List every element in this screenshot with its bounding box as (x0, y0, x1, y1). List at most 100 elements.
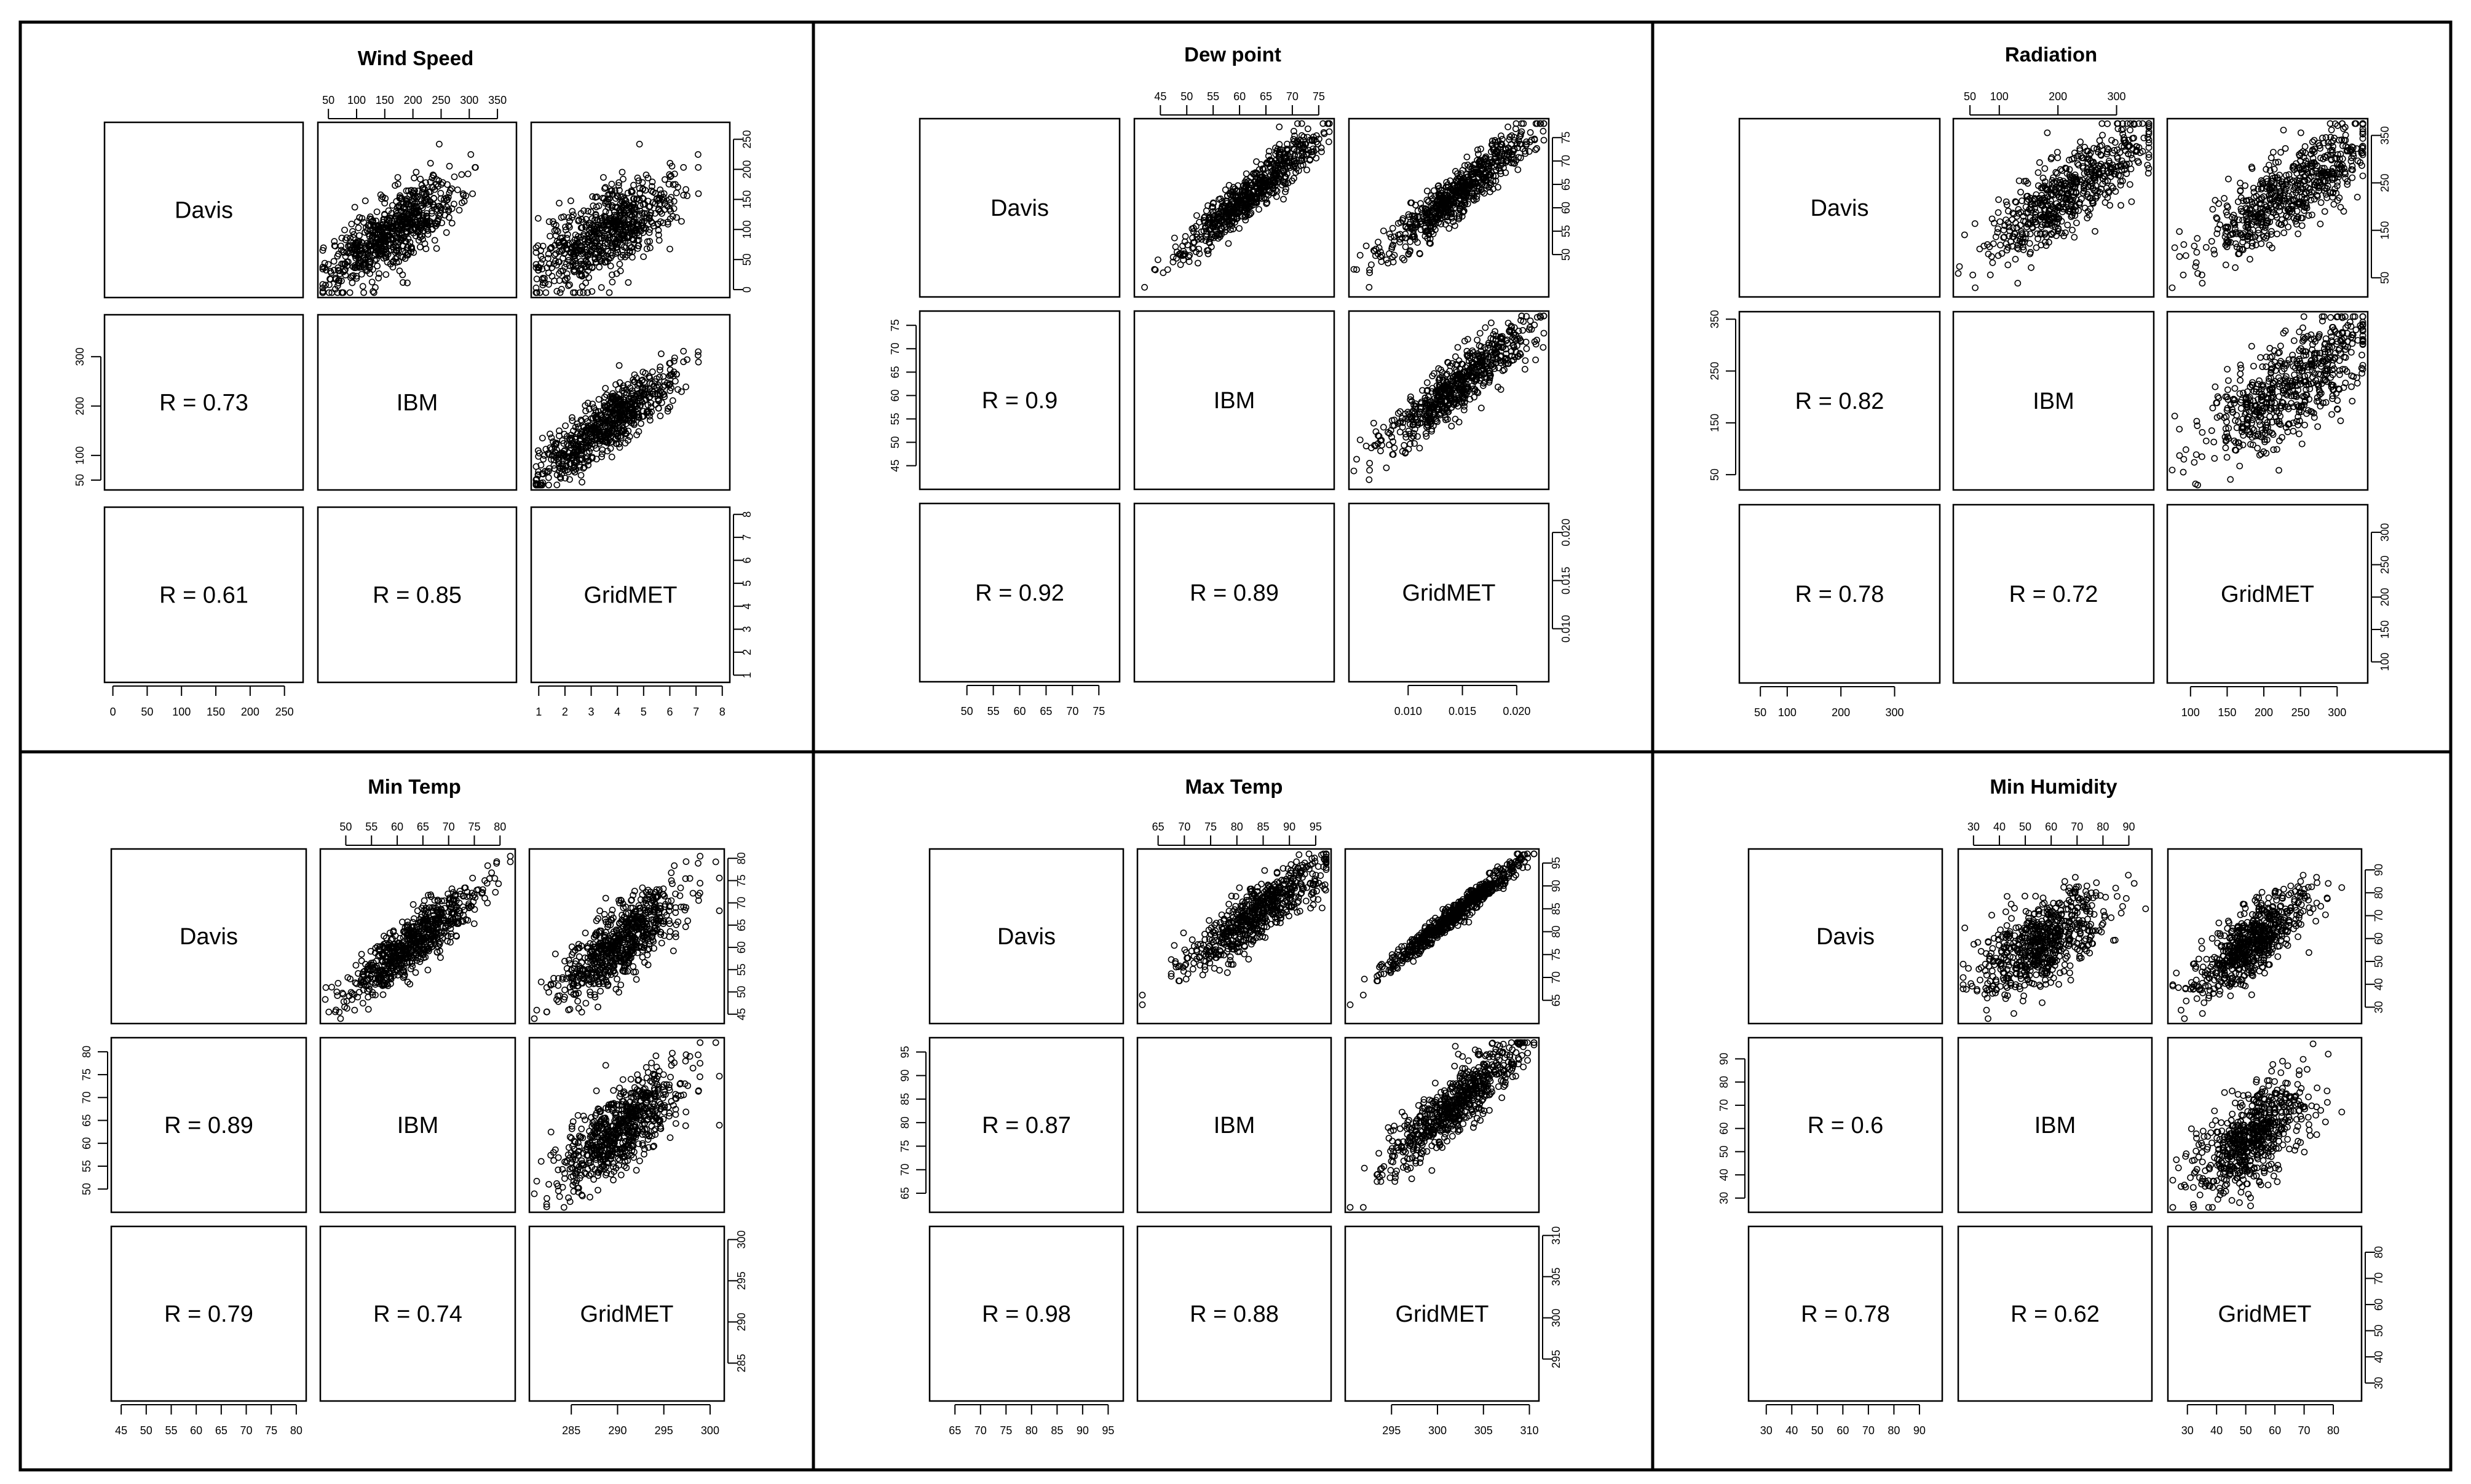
data-point (348, 246, 355, 253)
data-point (341, 267, 348, 274)
data-point (319, 284, 326, 291)
tick-label: 300 (460, 94, 478, 106)
r-prefix: R = (975, 580, 1019, 606)
data-point (451, 173, 458, 180)
data-point (395, 238, 402, 245)
data-point (423, 210, 430, 217)
tick-label: 200 (74, 397, 86, 415)
data-point (412, 232, 419, 240)
data-point (355, 259, 362, 267)
tick-label: 50 (1560, 248, 1572, 261)
data-point (411, 200, 418, 207)
tick-label: 1 (741, 672, 753, 678)
data-point (414, 187, 422, 194)
data-point (424, 231, 432, 238)
tick-label: 0.020 (1560, 519, 1572, 547)
tick-label: 45 (889, 460, 901, 472)
correlation-label: R = 0.85 (373, 583, 462, 609)
data-point (429, 172, 437, 178)
data-point (346, 289, 354, 296)
tick-label: 70 (1560, 155, 1572, 167)
tick-label: 150 (207, 706, 225, 718)
data-point (319, 266, 326, 273)
data-point (417, 221, 424, 228)
data-point (430, 195, 438, 202)
data-point (344, 262, 350, 269)
tick-label: 50 (741, 253, 753, 266)
data-point (448, 205, 456, 212)
correlation-label: R = 0.61 (159, 583, 248, 609)
data-point (464, 170, 472, 178)
data-point (443, 229, 450, 236)
data-point (422, 179, 429, 186)
data-point (393, 221, 400, 228)
data-point (320, 244, 327, 251)
tick-label: 5 (741, 580, 753, 586)
tick-label: 4 (741, 603, 753, 609)
data-point (391, 215, 398, 223)
data-point (376, 250, 384, 257)
panel-title: Radiation (2005, 43, 2097, 66)
tick-label: 75 (889, 319, 901, 331)
tick-label: 8 (719, 706, 725, 718)
tick-label: 55 (987, 705, 1000, 717)
diagonal-label: GridMET (1402, 580, 1496, 606)
tick-label: 75 (1093, 705, 1105, 717)
diagonal-label: GridMET (584, 583, 678, 609)
data-point (402, 214, 409, 221)
data-point (390, 224, 397, 232)
tick-label: 50 (141, 706, 153, 718)
data-point (362, 197, 369, 205)
data-point (414, 209, 421, 216)
data-point (392, 255, 399, 262)
data-point (378, 237, 385, 244)
data-point (444, 181, 451, 188)
r-value: 0.85 (416, 583, 462, 609)
tick-label: 250 (741, 130, 753, 149)
tick-label: 70 (889, 342, 901, 355)
data-point (368, 248, 375, 255)
data-point (334, 264, 342, 271)
data-point (394, 180, 401, 187)
data-point (421, 196, 428, 203)
tick-label: 60 (1233, 90, 1246, 103)
data-point (459, 199, 465, 207)
data-point (328, 289, 336, 296)
tick-label: 7 (693, 706, 699, 718)
data-point (413, 168, 420, 176)
data-point (397, 203, 405, 210)
data-point (323, 267, 330, 274)
r-prefix: R = (1190, 580, 1233, 606)
data-point (327, 267, 334, 275)
tick-label: 6 (741, 557, 753, 563)
data-point (467, 151, 475, 158)
tick-label: 200 (404, 94, 422, 106)
data-point (399, 271, 406, 278)
tick-label: 50 (74, 474, 86, 486)
data-point (339, 260, 347, 267)
tick-label: 60 (889, 389, 901, 401)
data-point (382, 246, 389, 253)
data-point (370, 239, 378, 247)
data-point (354, 218, 361, 225)
data-point (411, 175, 417, 181)
tick-label: 0.020 (1503, 705, 1530, 717)
tick-label: 0 (741, 286, 753, 293)
data-point (366, 258, 374, 265)
tick-label: 6 (666, 706, 673, 718)
data-point (379, 221, 386, 228)
data-point (325, 261, 332, 268)
diagonal-label: Davis (990, 195, 1049, 221)
tick-label: 0.015 (1449, 705, 1476, 717)
tick-label: 65 (1260, 90, 1272, 103)
data-point (411, 187, 418, 194)
data-point (472, 164, 479, 171)
data-point (353, 250, 360, 258)
data-point (443, 194, 449, 202)
data-point (448, 185, 456, 192)
data-point (385, 248, 392, 255)
data-point (429, 174, 436, 181)
data-point (398, 195, 405, 203)
